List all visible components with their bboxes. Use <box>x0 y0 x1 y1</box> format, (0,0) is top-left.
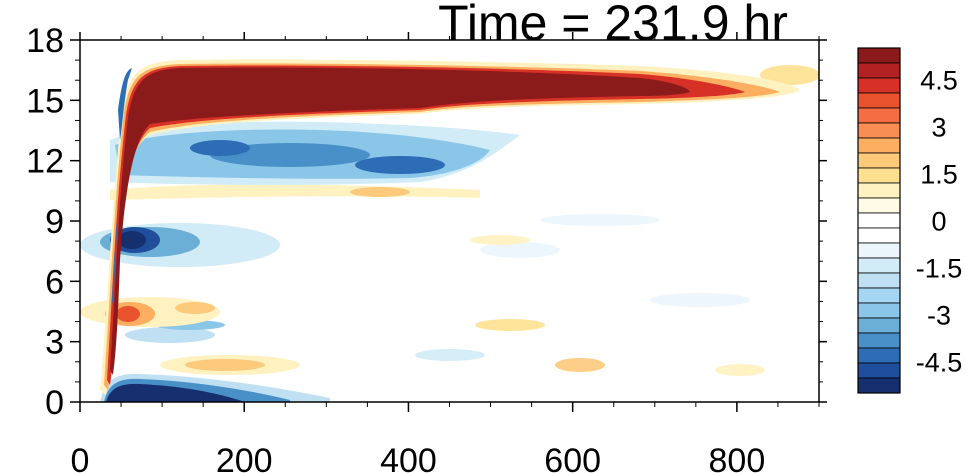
y-tick-label: 6 <box>45 263 64 301</box>
colorbar-swatch <box>857 152 901 169</box>
colorbar: 4.5 3 1.5 0 -1.5 -3 -4.5 <box>857 47 963 394</box>
y-tick-label: 18 <box>26 22 64 60</box>
heatmap-field <box>80 59 819 402</box>
colorbar-swatch <box>857 167 901 184</box>
colorbar-swatch <box>857 122 901 139</box>
colorbar-swatch <box>857 257 901 274</box>
colorbar-swatch <box>857 137 901 154</box>
colorbar-label: 3 <box>931 112 946 142</box>
y-tick-label: 15 <box>26 82 64 120</box>
y-tick-label: 9 <box>45 203 64 241</box>
colorbar-label: 4.5 <box>920 65 958 95</box>
axes: 0 200 400 600 800 0 3 6 9 12 15 18 <box>26 22 827 473</box>
colorbar-swatch <box>857 272 901 289</box>
colorbar-swatch <box>857 212 901 229</box>
colorbar-swatch <box>857 302 901 319</box>
colorbar-swatch <box>857 62 901 79</box>
colorbar-label: 1.5 <box>920 159 958 189</box>
colorbar-swatch <box>857 182 901 199</box>
colorbar-swatch <box>857 92 901 109</box>
colorbar-swatch <box>857 107 901 124</box>
y-tick-label: 12 <box>26 143 64 181</box>
x-tick-label: 800 <box>709 442 766 473</box>
colorbar-swatch <box>857 347 901 364</box>
colorbar-swatch <box>857 47 901 64</box>
colorbar-swatch <box>857 77 901 94</box>
colorbar-swatch <box>857 377 901 394</box>
colorbar-swatch <box>857 242 901 259</box>
colorbar-swatch <box>857 362 901 379</box>
colorbar-label: -4.5 <box>916 348 963 378</box>
colorbar-swatch <box>857 317 901 334</box>
chart-title: Time = 231.9 hr <box>438 0 788 51</box>
colorbar-label: -1.5 <box>916 254 963 284</box>
x-tick-label: 400 <box>380 442 437 473</box>
y-tick-label: 3 <box>45 324 64 362</box>
colorbar-swatch <box>857 287 901 304</box>
colorbar-frame <box>857 47 901 394</box>
colorbar-label: -3 <box>927 301 951 331</box>
colorbar-swatch <box>857 332 901 349</box>
y-tick-label: 0 <box>45 384 64 422</box>
x-tick-label: 0 <box>71 442 90 473</box>
x-tick-label: 200 <box>216 442 273 473</box>
colorbar-swatch <box>857 197 901 214</box>
x-tick-label: 600 <box>544 442 601 473</box>
colorbar-label: 0 <box>931 207 946 237</box>
colorbar-swatch <box>857 227 901 244</box>
